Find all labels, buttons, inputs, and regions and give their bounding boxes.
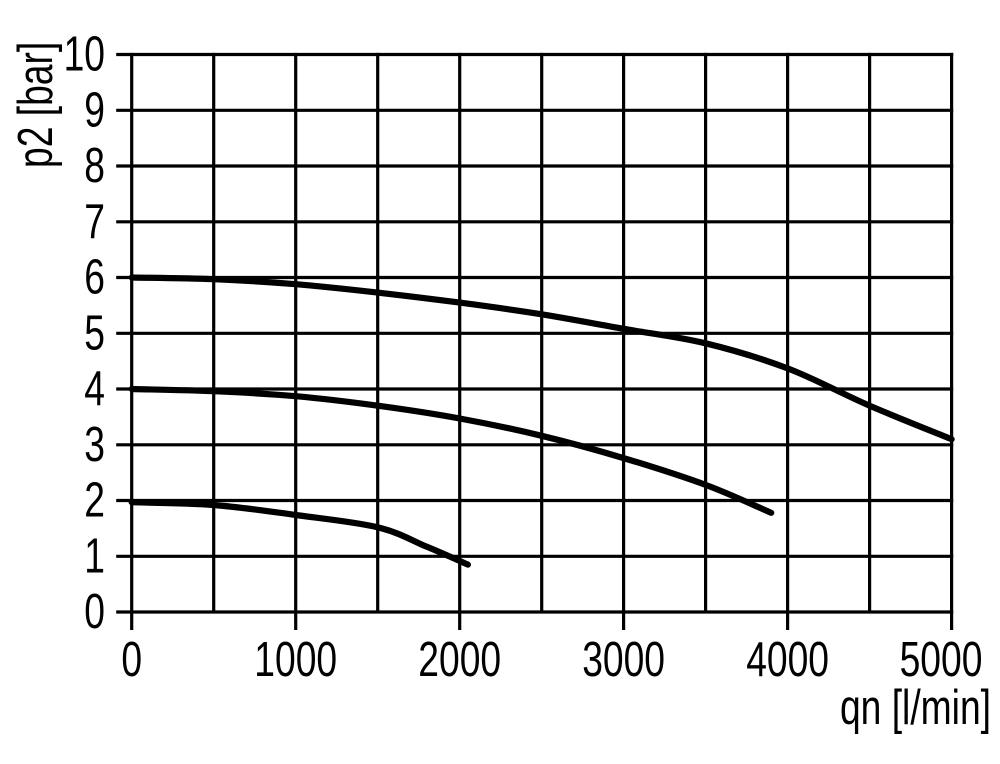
y-axis-title: p2 [bar]: [9, 42, 63, 168]
y-tick-label: 1: [84, 530, 105, 584]
curves: [128, 274, 955, 568]
x-tick-label: 1000: [254, 633, 337, 687]
x-tick-label: 3000: [582, 633, 665, 687]
y-tick-label: 6: [84, 251, 105, 305]
y-tick-label: 5: [84, 307, 105, 361]
middle-curve-start-4-bar: [128, 385, 775, 516]
x-tick-label: 2000: [418, 633, 501, 687]
upper-curve-start-6-bar: [128, 274, 955, 443]
y-tick-label: 3: [84, 418, 105, 472]
y-tick-label: 10: [64, 28, 105, 82]
y-tick-label: 2: [84, 474, 105, 528]
y-tick-label: 0: [84, 585, 105, 639]
x-tick-label: 4000: [746, 633, 829, 687]
x-axis-title: qn [l/min]: [840, 681, 991, 735]
x-tick-label: 0: [121, 633, 142, 687]
y-tick-label: 4: [84, 362, 105, 416]
lower-curve-start-2-bar: [128, 499, 471, 568]
y-tick-label: 9: [84, 84, 105, 138]
grid: [116, 52, 954, 630]
x-tick-label: 5000: [900, 633, 983, 687]
y-tick-label: 8: [84, 139, 105, 193]
y-tick-label: 7: [84, 195, 105, 249]
